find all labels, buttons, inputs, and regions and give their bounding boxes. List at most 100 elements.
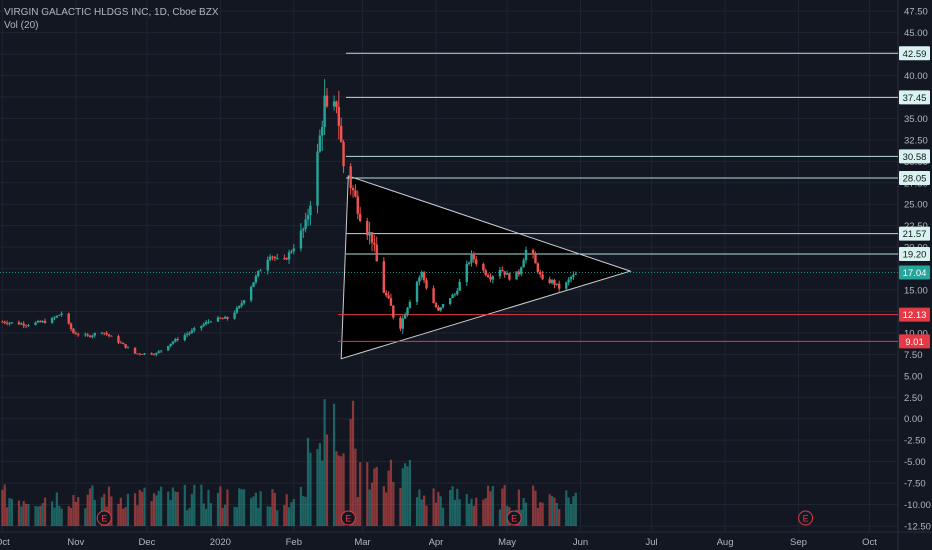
volume-bar — [408, 459, 412, 526]
volume-bar — [200, 484, 203, 526]
x-tick-label: Jul — [646, 537, 658, 548]
candle-body — [221, 318, 224, 320]
candle-body — [152, 354, 156, 356]
volume-bar — [238, 488, 241, 526]
volume-bar — [171, 487, 175, 526]
volume-bar — [415, 497, 419, 526]
volume-bar — [273, 492, 276, 526]
price-level-tag-text: 28.05 — [903, 174, 927, 185]
y-tick-label: 35.00 — [904, 114, 928, 125]
candle-body — [133, 347, 137, 354]
volume-bar — [342, 453, 345, 526]
price-level-tag-text: 30.58 — [903, 152, 927, 163]
volume-bar — [174, 491, 177, 526]
candle-body — [325, 95, 329, 107]
earnings-marker[interactable] — [340, 510, 356, 526]
volume-bar — [283, 505, 286, 526]
price-level-tag — [899, 334, 930, 349]
volume-bar — [425, 505, 428, 526]
candle-body — [86, 334, 89, 336]
candle-body — [555, 283, 559, 285]
candle-body — [219, 317, 222, 319]
y-tick-label: -2.50 — [904, 436, 926, 447]
volume-bar — [359, 462, 362, 526]
volume-bar — [250, 498, 253, 526]
volume-bar — [53, 507, 56, 526]
candle-body — [193, 328, 196, 331]
volume-bar — [155, 495, 158, 526]
volume-bar — [434, 502, 438, 526]
candle-body — [548, 279, 551, 284]
candle-body — [103, 332, 106, 334]
candle-body — [100, 332, 104, 334]
candle-body — [183, 335, 187, 340]
candle-body — [58, 314, 61, 316]
price-level-tag — [899, 171, 930, 186]
candle-body — [399, 317, 402, 329]
candle-body — [453, 294, 457, 296]
volume-bar — [84, 508, 87, 526]
volume-bar — [1, 489, 4, 526]
candle-body — [456, 290, 459, 295]
volume-bar — [558, 509, 561, 526]
candle-body — [176, 339, 179, 340]
price-level-tag-text: 37.45 — [903, 93, 927, 104]
candle-body — [520, 267, 523, 275]
candle-body — [84, 334, 87, 336]
volume-bar — [522, 498, 525, 526]
candle-body — [567, 279, 570, 283]
volume-bar — [91, 485, 94, 526]
volume-bar — [20, 506, 23, 526]
volume-bar — [55, 492, 58, 526]
candle-body — [287, 252, 291, 260]
price-level-tag — [899, 90, 930, 105]
candle-body — [171, 341, 175, 344]
volume-bar — [69, 507, 73, 526]
candle-body — [233, 312, 236, 319]
price-level-lines[interactable] — [0, 52, 898, 342]
x-tick-label: Feb — [286, 537, 302, 548]
time-axis[interactable]: Oct Nov Dec 2020 Feb Mar Apr May Jun Jul Aug Sep Oct — [0, 537, 877, 548]
candle-body — [167, 346, 170, 351]
volume-bar — [188, 507, 191, 526]
volume-bar — [141, 491, 144, 526]
volume-bar — [287, 507, 291, 526]
volume-bar — [86, 494, 89, 526]
candle-body — [202, 324, 205, 326]
volume-bar — [389, 459, 393, 526]
candle-body — [138, 353, 141, 355]
y-tick-label: 40.00 — [904, 71, 928, 82]
candle-body — [448, 298, 452, 305]
price-level-labels: 42.5937.4530.5828.0521.5719.2012.139.011… — [899, 46, 930, 349]
symbol-title[interactable]: VIRGIN GALACTIC HLDGS INC, 1D, Cboe BZX — [4, 7, 219, 18]
candle-body — [465, 263, 468, 282]
current-price-tag — [899, 265, 930, 280]
candle-body — [76, 334, 80, 336]
candle-body — [491, 276, 495, 280]
candle-body — [389, 298, 393, 306]
candle-body — [434, 303, 438, 308]
candle-body — [240, 303, 243, 306]
volume-bar — [536, 507, 539, 526]
candle-body — [67, 313, 70, 324]
earnings-marker[interactable] — [506, 510, 522, 526]
volume-bar — [36, 506, 40, 526]
earnings-marker[interactable] — [798, 510, 814, 526]
volume-bar — [235, 507, 239, 526]
candle-body — [321, 126, 324, 136]
y-tick-label: 10.00 — [904, 328, 928, 339]
volume-bar — [541, 502, 544, 526]
volume-bar — [468, 503, 471, 526]
candle-body — [124, 344, 127, 348]
volume-bar — [441, 507, 445, 526]
volume-bar — [503, 484, 506, 526]
candle-body — [498, 269, 502, 277]
volume-bar — [24, 503, 28, 526]
volume-bar — [58, 505, 61, 526]
candle-body — [550, 280, 554, 284]
x-tick-label: Aug — [717, 537, 734, 548]
volume-indicator-label[interactable]: Vol (20) — [4, 20, 39, 31]
earnings-marker[interactable] — [96, 510, 112, 526]
